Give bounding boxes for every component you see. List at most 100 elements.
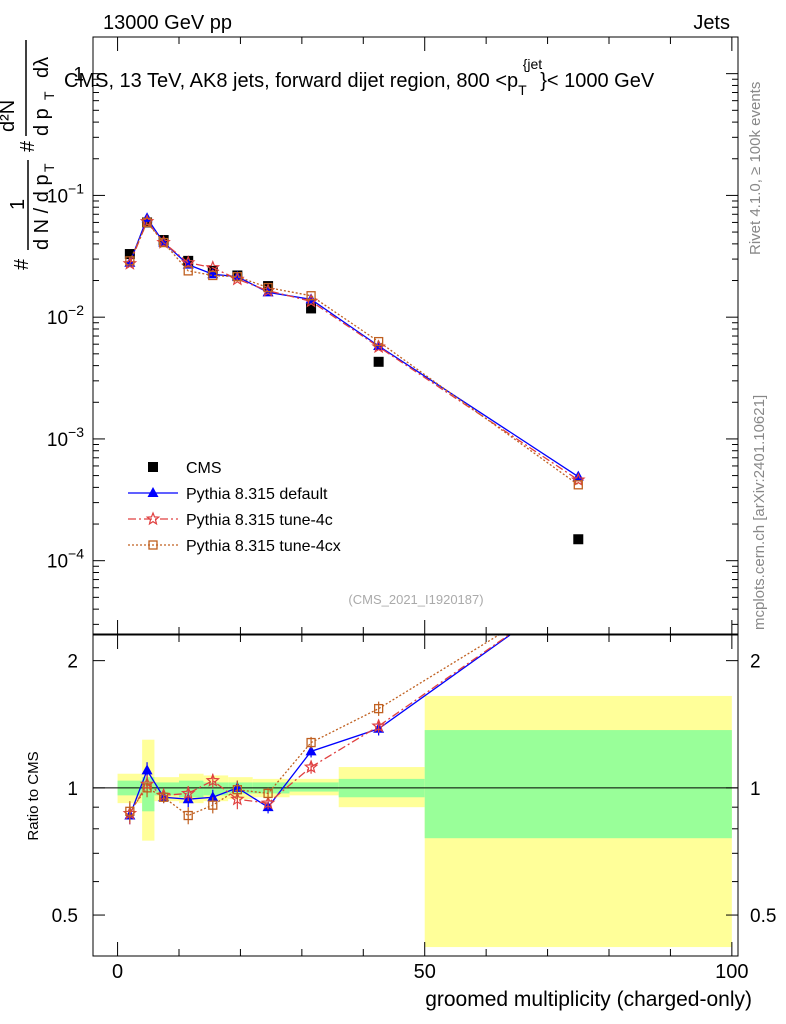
y-axis-label-ratio: Ratio to CMS	[25, 751, 42, 840]
x-tick-label: 0	[112, 961, 123, 983]
main-frame	[92, 36, 739, 635]
ratio-y-tick-label-left: 1	[67, 779, 78, 800]
series-line-3	[129, 221, 579, 486]
y-tick-label: 10−1	[47, 180, 84, 207]
x-axis-label: groomed multiplicity (charged-only)	[425, 988, 752, 1011]
data-point-triangle	[231, 270, 243, 281]
svg-text:#: #	[17, 140, 39, 152]
ratio-panel: 0.5 0.5 1 1 2 2 0 50 100	[52, 580, 776, 983]
svg-text:d²N: d²N	[0, 100, 19, 132]
data-point-square-open	[263, 282, 273, 293]
analysis-id: (CMS_2021_I1920187)	[348, 592, 483, 607]
ratio-point-square-open	[306, 737, 316, 748]
ratio-point-star	[205, 773, 221, 787]
series-line-1	[129, 216, 579, 478]
ratio-point-triangle	[573, 580, 584, 590]
legend-marker-triangle	[147, 487, 159, 497]
legend-entry: CMS	[148, 460, 222, 477]
rivet-version-label: Rivet 4.1.0, ≥ 100k events	[747, 82, 764, 255]
ratio-frame	[92, 634, 739, 957]
y-tick-label: 1	[73, 65, 84, 86]
legend-label: Pythia 8.315 default	[186, 486, 328, 503]
y-axis-label-top: # 1 d N / d p T # d²N d p T dλ	[0, 40, 57, 270]
ratio-point-star	[303, 759, 319, 774]
legend-marker-star	[145, 511, 161, 526]
svg-text:d p: d p	[31, 108, 53, 136]
y-tick-label: 10−2	[47, 302, 84, 329]
data-point-square	[124, 249, 135, 260]
ratio-point-square-open	[158, 792, 169, 802]
data-point-star	[571, 472, 586, 487]
ratio-y-tick-label-left: 2	[67, 652, 78, 673]
ratio-point-square-open	[232, 785, 243, 795]
legend-marker-square-open	[148, 540, 158, 550]
ratio-point-star	[573, 580, 584, 591]
ratio-line-2	[129, 635, 510, 814]
ratio-line-3	[129, 635, 500, 817]
ratio-point-star	[230, 791, 245, 806]
svg-text:dλ: dλ	[31, 57, 53, 78]
y-tick-label: 10−4	[47, 546, 84, 573]
title-main: CMS, 13 TeV, AK8 jets, forward dijet reg…	[64, 70, 518, 92]
svg-text:d N / d p: d N / d p	[31, 174, 53, 250]
x-tick-label: 100	[715, 961, 748, 983]
uncertainty-band-green	[424, 730, 732, 839]
ratio-point-square-open	[263, 788, 273, 799]
ratio-line-1	[129, 635, 512, 816]
ratio-point-triangle	[207, 791, 219, 802]
legend-entry: Pythia 8.315 tune-4cx	[128, 538, 341, 555]
legend-label: Pythia 8.315 tune-4c	[186, 512, 333, 529]
data-point-square-open	[306, 291, 316, 301]
legend-entry: Pythia 8.315 default	[128, 486, 328, 503]
ratio-series	[122, 580, 584, 825]
svg-text:T: T	[41, 91, 57, 100]
legend-marker-square	[148, 462, 158, 472]
title-end: }< 1000 GeV	[540, 70, 655, 92]
mcplots-label: mcplots.cern.ch [arXiv:2401.10621]	[751, 395, 768, 630]
ratio-point-star	[180, 785, 196, 800]
ratio-point-star	[260, 795, 276, 810]
data-point-square-open	[158, 237, 169, 248]
ratio-point-square-open	[125, 806, 135, 816]
data-point-square-open	[183, 266, 193, 276]
data-point-square-open	[573, 480, 583, 490]
ratio-bands	[117, 695, 732, 948]
data-point-square-open	[232, 272, 243, 282]
ratio-point-star	[371, 718, 386, 733]
series-line-2	[129, 220, 579, 481]
ratio-point-square-open	[373, 703, 384, 714]
legend: CMS Pythia 8.315 default Pythia 8.315 tune…	[128, 460, 341, 555]
ratio-point-square-open	[208, 800, 218, 810]
data-point-square	[573, 534, 584, 545]
data-point-square-open	[142, 217, 152, 228]
main-panel: 10−4 10−3 10−2 10−1 1	[47, 36, 739, 635]
y-tick-label: 10−3	[47, 424, 84, 451]
data-point-square	[373, 356, 384, 367]
ratio-point-square-open	[183, 810, 193, 821]
legend-entry: Pythia 8.315 tune-4c	[128, 511, 333, 529]
data-point-square	[306, 303, 317, 314]
plot-title: CMS, 13 TeV, AK8 jets, forward dijet reg…	[64, 56, 655, 98]
data-point-square-open	[125, 256, 135, 266]
svg-text:#: #	[11, 258, 33, 270]
ratio-y-tick-label-left: 0.5	[52, 906, 78, 927]
title-sub: T	[518, 82, 527, 98]
data-point-square-open	[208, 270, 218, 281]
header-category: Jets	[693, 12, 730, 34]
title-sup: {jet	[523, 56, 543, 72]
ratio-y-tick-label-right: 1	[750, 779, 761, 800]
ratio-point-triangle	[305, 745, 317, 756]
ratio-point-square-open	[142, 783, 152, 793]
svg-text:1: 1	[7, 199, 29, 210]
header-energy: 13000 GeV pp	[103, 12, 232, 34]
ratio-y-tick-label-right: 0.5	[750, 906, 776, 927]
svg-text:T: T	[41, 163, 57, 172]
main-series	[122, 212, 586, 545]
legend-label: CMS	[186, 460, 222, 477]
x-tick-label: 50	[414, 961, 436, 983]
ratio-y-tick-label-right: 2	[750, 652, 761, 673]
uncertainty-band-green	[289, 782, 339, 792]
legend-label: Pythia 8.315 tune-4cx	[186, 538, 341, 555]
data-point-square-open	[373, 336, 384, 347]
